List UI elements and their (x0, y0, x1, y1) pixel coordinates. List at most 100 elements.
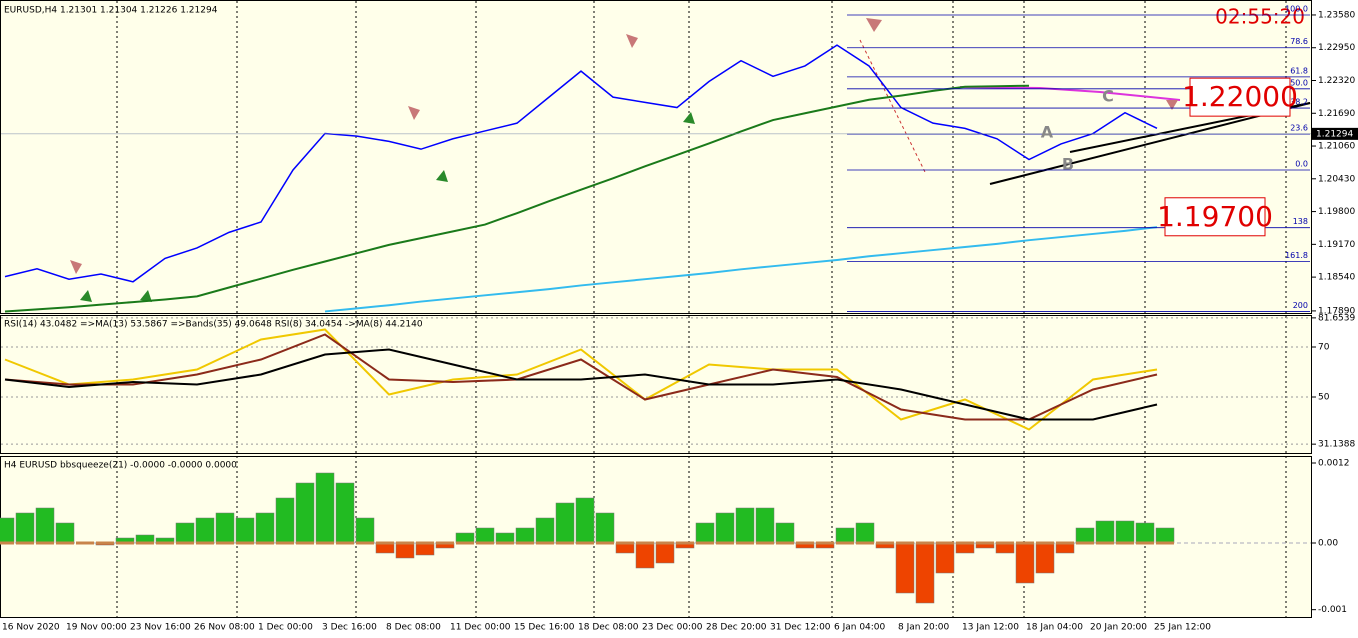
bar (755, 507, 775, 544)
x-tick-label: 18 Dec 08:00 (578, 623, 639, 633)
zero-dot (836, 541, 854, 545)
y-tick-label: 1.18540 (1318, 273, 1355, 283)
bar (835, 527, 855, 544)
bar (635, 542, 655, 569)
fib-label: 161.8 (1285, 251, 1308, 260)
bar (595, 512, 615, 544)
bar (655, 542, 675, 564)
main-panel-border (0, 0, 1312, 314)
fib-label: 50.0 (1290, 78, 1308, 87)
zero-dot (476, 541, 494, 545)
bar (735, 507, 755, 544)
price-label-box (1164, 197, 1266, 237)
bar (335, 482, 355, 544)
price-label: 1.22000 (1182, 80, 1298, 113)
fib-label: 23.6 (1290, 124, 1308, 133)
y-tick-label: 1.21060 (1318, 142, 1355, 152)
zero-dot (616, 541, 634, 545)
zero-dot (1136, 541, 1154, 545)
bar (1075, 527, 1095, 544)
y-tick-label: 1.23580 (1318, 10, 1355, 20)
y-tick-label: 0.00 (1318, 539, 1338, 549)
zero-dot (696, 541, 714, 545)
series-line (4, 333, 1158, 421)
zero-dot (816, 541, 834, 545)
zero-dot (416, 541, 434, 545)
zero-dot (76, 541, 94, 545)
fib-label: 61.8 (1290, 66, 1308, 75)
zero-dot (756, 541, 774, 545)
bar (15, 512, 35, 544)
price-label-box (1189, 77, 1291, 117)
y-tick-label: 1.17890 (1318, 306, 1355, 316)
fib-label: 0.0 (1295, 159, 1308, 168)
bar (855, 522, 875, 544)
wave-label: A (1041, 123, 1054, 142)
bar (0, 517, 15, 544)
zero-dot (676, 541, 694, 545)
y-tick-label: 0.0012 (1318, 459, 1350, 469)
fib-label: 100.0 (1285, 4, 1308, 13)
bar (195, 517, 215, 544)
x-tick-label: 1 Dec 00:00 (258, 623, 313, 633)
bar (475, 527, 495, 544)
bar (1135, 522, 1155, 544)
zero-dot (796, 541, 814, 545)
price-label: 1.19700 (1157, 200, 1273, 233)
zero-dot (776, 541, 794, 545)
bar (1155, 527, 1175, 544)
zero-dot (936, 541, 954, 545)
rsi-title: RSI(14) 43.0482 =>MA(13) 53.5867 =>Bands… (4, 320, 423, 330)
bar (295, 482, 315, 544)
zero-dot (1156, 541, 1174, 545)
bar (355, 517, 375, 544)
zero-dot (396, 541, 414, 545)
zero-dot (296, 541, 314, 545)
zero-dot (656, 541, 674, 545)
zero-dot (196, 541, 214, 545)
zero-dot (1096, 541, 1114, 545)
chart-title: EURUSD,H4 1.21301 1.21304 1.21226 1.2129… (4, 6, 218, 16)
zero-dot (316, 541, 334, 545)
zero-dot (56, 541, 74, 545)
zero-dot (716, 541, 734, 545)
x-tick-label: 20 Jan 20:00 (1090, 623, 1147, 633)
y-tick-label: 1.22950 (1318, 43, 1355, 53)
bar (1095, 520, 1115, 544)
zero-dot (1016, 541, 1034, 545)
bar (35, 507, 55, 544)
fib-anchor (859, 39, 926, 173)
bar (895, 542, 915, 594)
x-tick-label: 11 Dec 00:00 (450, 623, 511, 633)
zero-dot (976, 541, 994, 545)
bar (935, 542, 955, 574)
zero-dot (336, 541, 354, 545)
bar (775, 522, 795, 544)
series-line (324, 226, 1158, 313)
series-line (4, 348, 1158, 421)
indicator-line (959, 86, 1181, 101)
zero-dot (1036, 541, 1054, 545)
zero-dot (1056, 541, 1074, 545)
fib-label: 138 (1293, 217, 1308, 226)
bar (915, 542, 935, 604)
zero-dot (16, 541, 34, 545)
zero-dot (176, 541, 194, 545)
y-tick-label: 31.1388 (1318, 440, 1355, 450)
x-tick-label: 23 Dec 00:00 (642, 623, 703, 633)
x-tick-label: 23 Nov 16:00 (130, 623, 191, 633)
y-tick-label: 1.21690 (1318, 109, 1355, 119)
zero-dot (556, 541, 574, 545)
zero-dot (436, 541, 454, 545)
zero-dot (516, 541, 534, 545)
current-price-label: 1.21294 (1316, 129, 1353, 139)
zero-dot (96, 541, 114, 545)
y-tick-label: 1.22320 (1318, 76, 1355, 86)
bar (215, 512, 235, 544)
zero-dot (856, 541, 874, 545)
zero-dot (1116, 541, 1134, 545)
wave-label: C (1102, 87, 1114, 106)
zero-dot (916, 541, 934, 545)
zero-dot (956, 541, 974, 545)
